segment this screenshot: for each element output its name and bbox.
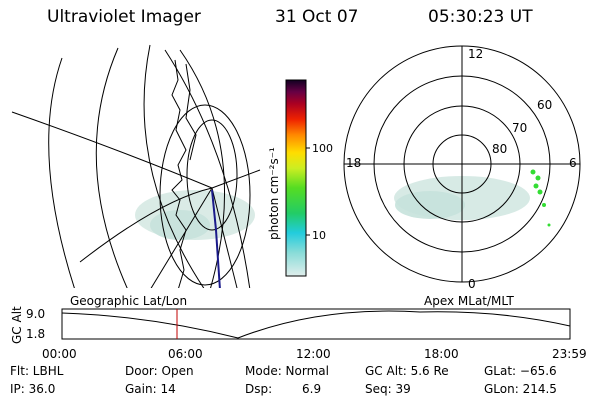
x-tick-1800: 18:00 bbox=[424, 347, 459, 361]
seq-info: Seq: 39 bbox=[365, 382, 411, 396]
colorbar-tick-100: 100 bbox=[312, 142, 333, 155]
dsp-label: Dsp: bbox=[245, 382, 273, 396]
filter-info: Flt: LBHL bbox=[10, 364, 64, 378]
gain-info: Gain: 14 bbox=[125, 382, 176, 396]
mode-info: Mode: Normal bbox=[245, 364, 329, 378]
mlt-label-12: 12 bbox=[468, 47, 483, 61]
colorbar: 100 10 photon cm⁻²s⁻¹ bbox=[267, 79, 333, 277]
altitude-plot: Geographic Lat/Lon Apex MLat/MLT GC Alt … bbox=[10, 294, 587, 361]
date-label: 31 Oct 07 bbox=[275, 7, 359, 27]
polar-panel-label: Apex MLat/MLT bbox=[424, 294, 514, 308]
x-tick-2359: 23:59 bbox=[552, 347, 587, 361]
altitude-curve bbox=[61, 310, 571, 339]
auroral-emission bbox=[395, 191, 465, 219]
glat-info: GLat: −65.6 bbox=[484, 364, 557, 378]
door-info: Door: Open bbox=[125, 364, 194, 378]
map-panel-label: Geographic Lat/Lon bbox=[70, 294, 187, 308]
hotspot-cluster bbox=[530, 169, 551, 227]
ip-info: IP: 36.0 bbox=[10, 382, 56, 396]
colorbar-tick-10: 10 bbox=[312, 229, 326, 242]
ground-track bbox=[211, 189, 221, 288]
y-tick-9: 9.0 bbox=[26, 307, 45, 321]
app-title: Ultraviolet Imager bbox=[47, 7, 201, 27]
time-label: 05:30:23 UT bbox=[428, 7, 533, 27]
altitude-ylabel: GC Alt bbox=[10, 306, 24, 344]
y-tick-1-8: 1.8 bbox=[26, 327, 45, 341]
glon-info: GLon: 214.5 bbox=[484, 382, 557, 396]
mlt-label-0: 0 bbox=[468, 277, 476, 291]
mlt-label-18: 18 bbox=[346, 156, 361, 170]
altitude-frame bbox=[61, 308, 571, 340]
map-emission-patch bbox=[150, 210, 210, 240]
lat-label-80: 80 bbox=[492, 142, 507, 156]
colorbar-unit-label: photon cm⁻²s⁻¹ bbox=[267, 147, 281, 240]
mlt-label-6: 6 bbox=[569, 156, 577, 170]
geographic-map bbox=[11, 44, 261, 288]
lat-label-70: 70 bbox=[512, 121, 527, 135]
x-tick-1200: 12:00 bbox=[296, 347, 331, 361]
x-tick-0600: 06:00 bbox=[168, 347, 203, 361]
polar-plot: 12 0 18 6 60 70 80 bbox=[343, 45, 581, 291]
gc-alt-info: GC Alt: 5.6 Re bbox=[365, 364, 449, 378]
lat-label-60: 60 bbox=[537, 98, 552, 112]
x-tick-0000: 00:00 bbox=[42, 347, 77, 361]
dsp-value: 6.9 bbox=[302, 382, 322, 396]
colorbar-gradient bbox=[285, 79, 307, 277]
